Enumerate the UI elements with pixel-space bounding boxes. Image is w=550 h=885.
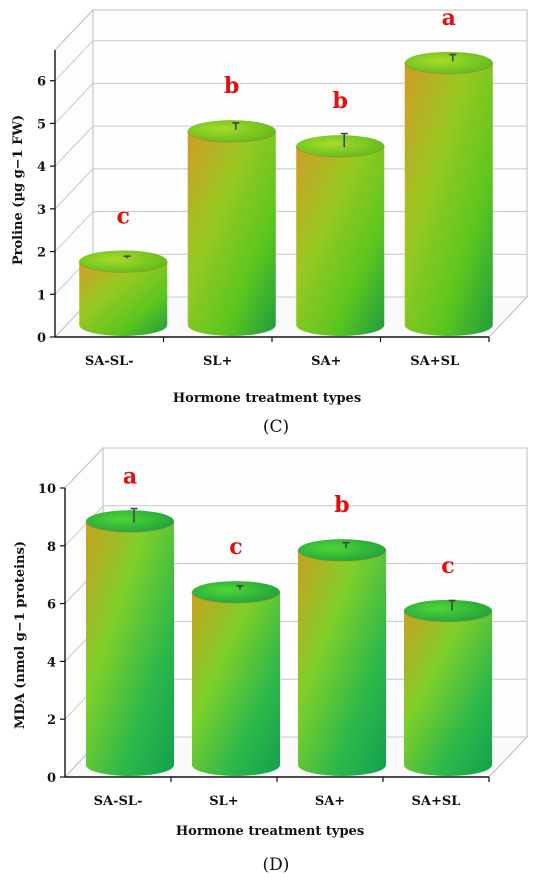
y-tick-label: 0 (37, 331, 46, 346)
bar-SA+: b (297, 492, 387, 776)
significance-label: b (333, 88, 348, 114)
x-tick-label: SL+ (203, 354, 232, 369)
bar-top (404, 599, 492, 622)
bar-top (296, 135, 385, 158)
significance-label: c (441, 553, 454, 579)
bar-rim (297, 550, 387, 562)
x-axis-label: Hormone treatment types (173, 391, 361, 406)
bar-rim (191, 591, 281, 604)
bar-body (404, 62, 493, 336)
bar-top (187, 120, 276, 143)
x-axis-label: Hormone treatment types (176, 824, 364, 839)
bar-rim (295, 146, 385, 158)
bar-top (79, 250, 168, 273)
bar-SL+: b (187, 73, 277, 336)
bar-body (296, 146, 385, 336)
bar-rim (403, 610, 493, 623)
y-axis-label: MDA (nmol g−1 proteins) (13, 541, 28, 729)
bar-SA+: b (295, 88, 385, 336)
significance-label: c (229, 534, 242, 560)
x-tick-label: SA+ (311, 354, 341, 369)
significance-label: b (334, 492, 349, 518)
y-tick-label: 3 (37, 203, 46, 218)
y-tick-label: 1 (37, 288, 46, 303)
bars: a c b c (85, 463, 493, 776)
x-tick-labels: SA-SL- SL+ SA+ SA+SL (94, 777, 490, 809)
x-tick-label: SA+SL (412, 794, 461, 809)
y-tick-label: 2 (37, 246, 46, 261)
x-tick-label: SL+ (209, 794, 238, 809)
y-ticks: 0 1 2 3 4 5 6 (37, 75, 55, 346)
y-tick-label: 2 (47, 713, 56, 728)
x-tick-label: SA-SL- (85, 354, 134, 369)
bar-body (86, 521, 174, 776)
gridline (54, 40, 527, 82)
y-tick-label: 6 (37, 75, 46, 90)
y-axis-label: Proline (µg g−1 FW) (11, 115, 26, 265)
bar-top (192, 581, 280, 604)
x-tick-label: SA+ (315, 794, 345, 809)
bar-rim (85, 521, 175, 533)
gridline (54, 82, 527, 124)
significance-label: a (442, 5, 456, 31)
bar-SA+SL: a (404, 5, 494, 336)
x-tick-labels: SA-SL- SL+ SA+ SA+SL (85, 337, 490, 369)
x-tick-label: SA+SL (410, 354, 459, 369)
y-tick-label: 5 (37, 117, 46, 132)
y-tick-label: 6 (47, 598, 56, 613)
bar-rim (187, 131, 277, 143)
y-ticks: 0 2 4 6 8 10 (38, 482, 65, 786)
bar-top (404, 51, 493, 74)
bar-SA-SL-: c (78, 203, 168, 336)
mda-chart: 0 2 4 6 8 10 a c b c SA-SL- SL+ SA+ SA+SL MDA (nmol… (13, 446, 529, 875)
significance-label: b (224, 73, 239, 99)
bar-body (404, 610, 492, 776)
panel-label: (D) (263, 855, 290, 875)
y-tick-label: 8 (47, 540, 56, 555)
bar-body (298, 550, 386, 776)
bar-body (187, 131, 276, 336)
bar-SA-SL-: a (85, 463, 175, 776)
x-tick-label: SA-SL- (94, 794, 143, 809)
proline-chart: 0 1 2 3 4 5 6 c b b a SA-SL- SL+ SA+ SA+SL Proline (… (11, 5, 529, 437)
bar-SA+SL: c (403, 553, 493, 776)
significance-label: c (117, 203, 130, 229)
bar-top (86, 510, 174, 533)
panel-label: (C) (263, 417, 289, 437)
y-tick-label: 4 (37, 160, 46, 175)
bar-SL+: c (191, 534, 281, 776)
y-tick-label: 0 (47, 771, 56, 786)
bar-rim (78, 261, 168, 273)
gridline (64, 447, 527, 489)
bar-top (298, 539, 386, 562)
gridline (64, 505, 527, 547)
significance-label: a (123, 463, 137, 489)
bar-body (79, 261, 168, 336)
bar-rim (404, 62, 494, 75)
bars: c b b a (78, 5, 494, 336)
y-tick-label: 4 (47, 655, 56, 670)
y-tick-label: 10 (38, 482, 56, 497)
gridline (54, 125, 527, 167)
bar-body (192, 592, 280, 776)
